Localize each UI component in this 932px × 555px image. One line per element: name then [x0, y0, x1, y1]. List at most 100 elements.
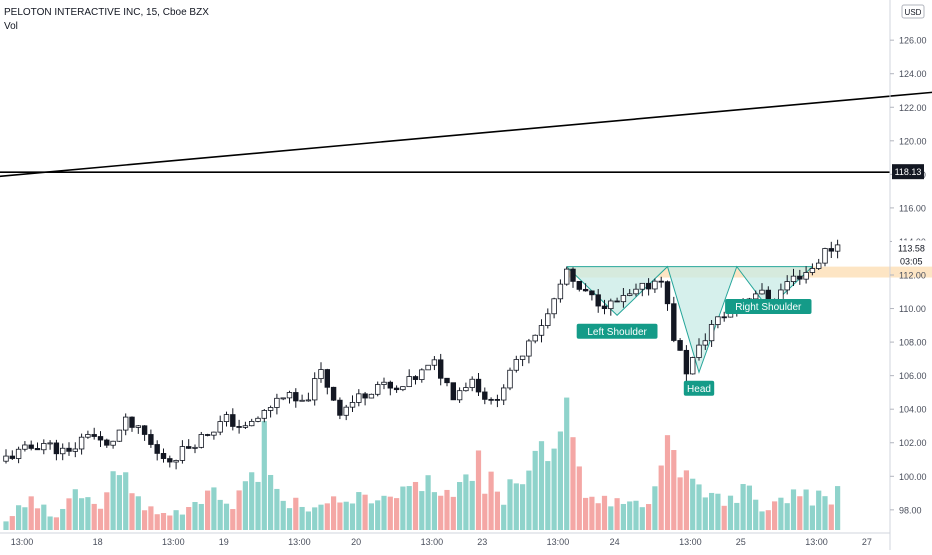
volume-bar [66, 498, 72, 530]
candle-body [179, 446, 186, 461]
x-tick-label: 13:00 [11, 537, 34, 547]
candle-body [828, 248, 834, 252]
candle-body [3, 455, 9, 462]
candle-body [627, 293, 633, 296]
candle-body [475, 378, 482, 393]
volume-bar [715, 493, 721, 530]
volume-bar [205, 490, 211, 530]
volume-bar [646, 504, 652, 530]
currency-box [901, 4, 925, 19]
x-tick-label: 27 [862, 537, 872, 547]
volume-bar [482, 493, 488, 530]
candle-body [645, 282, 652, 290]
candle-body [406, 376, 412, 388]
candle-body [450, 382, 456, 401]
pattern-label: Head [683, 380, 715, 396]
candle-body [97, 436, 104, 441]
volume-bar [217, 499, 223, 530]
candle-body [658, 280, 664, 283]
volume-bar [387, 496, 393, 530]
resistance-price-label: 118.13 [895, 167, 922, 177]
candle-body [293, 392, 299, 402]
volume-bar [822, 496, 828, 530]
x-tick-label: 13:00 [162, 537, 185, 547]
volume-bar [3, 521, 9, 530]
candle-body [690, 357, 696, 375]
pattern-area [566, 266, 813, 373]
volume-bar [444, 489, 450, 530]
volume-bar [312, 507, 318, 530]
candle-body [393, 387, 400, 391]
candle-body [652, 280, 658, 290]
y-tick-label: 108.00 [899, 338, 927, 348]
volume-bar [797, 496, 803, 530]
candle-body [671, 303, 677, 341]
candle-body [129, 416, 135, 428]
volume-bar [520, 484, 526, 530]
candle-body [431, 359, 438, 366]
y-tick-label: 122.00 [899, 103, 927, 113]
volume-bar [835, 486, 841, 530]
candle-body [104, 439, 110, 446]
volume-bar [740, 484, 746, 530]
volume-bar [627, 501, 633, 530]
candle-body [488, 398, 494, 401]
y-tick-label: 98.00 [899, 505, 922, 515]
volume-bar [532, 450, 538, 530]
x-tick-label: 13:00 [805, 537, 828, 547]
y-tick-label: 112.00 [899, 271, 926, 281]
volume-bar [268, 474, 274, 530]
volume-bar [129, 493, 135, 530]
volume-bar [236, 490, 242, 530]
volume-bar [305, 511, 311, 530]
candle-body [267, 407, 274, 411]
candle-body [639, 282, 645, 290]
volume-bar [356, 492, 362, 530]
candle-body [526, 340, 532, 357]
volume-bar [620, 503, 626, 530]
volume-bar [375, 500, 381, 530]
volume-bar [160, 513, 167, 530]
volume-bar [608, 506, 614, 530]
volume-bar [494, 491, 500, 530]
volume-bar [734, 502, 740, 530]
candle-body [437, 359, 444, 379]
volume-bar [576, 466, 582, 530]
candle-body [557, 283, 564, 300]
drawn-lines-layer [0, 91, 932, 178]
pattern-label-text: Right Shoulder [735, 302, 802, 313]
volume-bar [16, 505, 22, 530]
candle-body [173, 460, 179, 463]
candle-body [286, 392, 293, 399]
candle-body [9, 455, 15, 459]
candle-body [834, 244, 841, 252]
candle-body [595, 294, 601, 307]
candle-body [601, 305, 608, 310]
candle-body [324, 369, 330, 388]
candle-body [78, 436, 85, 450]
candle-body [318, 369, 324, 380]
candles-layer [3, 239, 841, 470]
candle-body [167, 458, 173, 463]
volume-bar [589, 496, 595, 530]
volume-bar [721, 505, 727, 530]
pattern-label-bg [683, 380, 715, 396]
candle-body [633, 288, 639, 295]
y-tick-label: 124.00 [899, 69, 927, 79]
pattern-label-text: Head [687, 384, 711, 395]
candle-body [116, 429, 123, 442]
candle-body [123, 416, 129, 431]
candle-body [765, 289, 771, 300]
candle-body [28, 444, 34, 449]
candle-body [280, 397, 286, 400]
candle-body [797, 275, 803, 280]
candle-body [759, 289, 765, 295]
volume-bar [179, 514, 185, 530]
volume-bar [727, 495, 734, 530]
candle-body [154, 444, 160, 454]
volume-bar [368, 503, 374, 530]
candle-body [261, 410, 267, 419]
